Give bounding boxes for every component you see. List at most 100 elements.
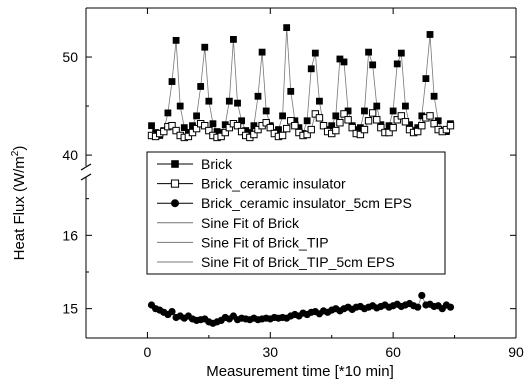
data-point-filled-square <box>148 122 155 130</box>
data-point-open-square <box>348 123 356 132</box>
data-point-open-square <box>278 131 287 140</box>
data-point-open-square <box>225 123 234 132</box>
data-point-filled-square <box>250 122 258 130</box>
data-point-filled-square <box>361 107 368 115</box>
data-point-filled-square <box>164 109 172 117</box>
x-tick-label: 30 <box>262 344 278 360</box>
data-point-open-square <box>356 130 365 139</box>
data-point-filled-square <box>389 107 397 115</box>
data-point-filled-square <box>406 121 413 129</box>
data-point-filled-square <box>373 102 381 110</box>
data-point-open-square <box>266 123 274 132</box>
data-point-filled-square <box>332 112 340 120</box>
data-point-filled-square <box>311 49 319 57</box>
legend-label: Sine Fit of Brick <box>201 215 300 231</box>
data-point-filled-square <box>230 35 237 43</box>
data-point-filled-square <box>180 124 188 132</box>
data-point-filled-square <box>213 128 221 135</box>
data-point-filled-square <box>402 102 409 110</box>
data-point-open-square <box>184 132 193 141</box>
data-point-filled-square <box>205 97 213 105</box>
data-point-open-square <box>172 126 180 135</box>
data-point-open-square <box>373 116 381 124</box>
legend-marker-open-square <box>170 179 180 188</box>
axis-break-mark <box>80 173 92 181</box>
data-point-filled-square <box>418 112 426 120</box>
data-point-open-square <box>414 127 422 136</box>
data-point-open-square <box>426 112 434 120</box>
data-point-filled-square <box>365 48 372 56</box>
data-point-filled-square <box>221 121 229 129</box>
data-point-filled-square <box>254 92 262 100</box>
legend-label: Sine Fit of Brick_TIP <box>201 234 329 250</box>
data-point-open-square <box>364 117 373 125</box>
data-point-open-square <box>160 127 168 136</box>
data-point-open-square <box>442 125 451 134</box>
data-point-filled-square <box>430 92 438 100</box>
data-point-open-square <box>393 116 401 124</box>
data-point-circle <box>446 303 455 311</box>
data-point-filled-square <box>291 117 299 125</box>
data-point-open-square <box>360 125 369 134</box>
data-point-open-square <box>311 110 320 118</box>
x-axis-title: Measurement time [*10 min] <box>206 363 394 380</box>
y-axis-title-close: ) <box>11 146 28 151</box>
data-point-open-square <box>336 119 344 127</box>
data-markers-layer <box>147 24 455 327</box>
data-point-open-square <box>168 121 176 130</box>
data-point-filled-square <box>397 49 405 57</box>
data-point-open-square <box>188 128 197 137</box>
x-tick-label: 60 <box>385 344 401 360</box>
legend-item: Brick_ceramic insulator <box>157 176 346 192</box>
data-point-filled-square <box>246 129 254 136</box>
data-point-circle <box>418 291 426 300</box>
data-point-open-square <box>315 114 324 122</box>
data-point-filled-square <box>283 24 291 32</box>
data-point-open-square <box>430 120 438 128</box>
legend-label: Brick <box>201 156 233 172</box>
data-point-open-square <box>303 130 311 139</box>
legend-label: Sine Fit of Brick_TIP_5cm EPS <box>201 254 395 270</box>
data-point-open-square <box>307 125 315 134</box>
data-point-open-square <box>446 121 455 130</box>
data-point-circle <box>414 303 422 311</box>
data-point-open-square <box>217 132 225 141</box>
data-point-open-square <box>201 121 209 130</box>
y-axis-title-superscript: 2 <box>10 150 21 156</box>
y-tick-label-upper: 40 <box>62 147 78 163</box>
data-point-filled-square <box>217 129 225 136</box>
data-point-open-square <box>389 123 397 132</box>
data-point-filled-square <box>184 129 192 136</box>
legend: Brick Brick_ceramic insulator Brick_cerami… <box>146 151 446 275</box>
data-point-filled-square <box>152 129 160 136</box>
x-tick-label: 90 <box>508 344 524 360</box>
data-point-open-square <box>291 121 299 130</box>
data-point-filled-square <box>193 112 200 120</box>
data-point-filled-square <box>168 78 176 85</box>
data-point-filled-square <box>295 124 303 132</box>
data-point-filled-square <box>172 36 180 44</box>
data-point-open-square <box>385 128 393 137</box>
y-tick-label-lower: 15 <box>62 301 78 317</box>
legend-item: Brick <box>157 156 233 172</box>
data-point-filled-square <box>238 117 246 125</box>
data-point-open-square <box>377 123 385 132</box>
y-axis-title-text: Heat Flux (W/m <box>11 156 28 260</box>
data-point-open-square <box>237 127 246 136</box>
data-point-open-square <box>250 130 258 139</box>
data-point-filled-square <box>316 97 323 105</box>
data-point-filled-square <box>426 31 434 38</box>
data-point-filled-square <box>393 60 401 68</box>
data-point-filled-square <box>369 61 377 69</box>
data-point-open-square <box>332 126 340 135</box>
data-point-filled-square <box>352 126 360 133</box>
data-point-filled-square <box>262 107 270 115</box>
legend-marker-circle <box>171 199 179 208</box>
data-point-open-square <box>254 125 262 134</box>
data-point-filled-square <box>336 55 344 63</box>
data-point-filled-square <box>242 127 250 134</box>
data-point-filled-square <box>344 107 352 115</box>
data-point-filled-square <box>328 122 336 130</box>
legend-item: Sine Fit of Brick_TIP <box>157 234 329 250</box>
